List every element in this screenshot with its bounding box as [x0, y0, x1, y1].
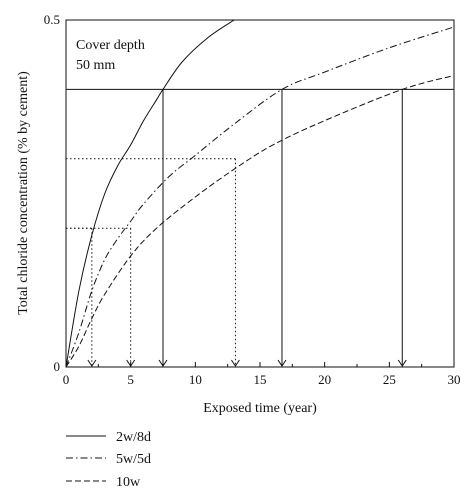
arrow-head	[277, 359, 287, 367]
legend: 2w/8d 5w/5d 10w	[66, 430, 151, 490]
legend-label-10w: 10w	[116, 475, 141, 490]
arrow-head	[397, 359, 407, 367]
x-tick-label: 20	[318, 372, 331, 387]
series-line-2w-8d	[66, 20, 235, 367]
series-line-5w-5d	[66, 26, 454, 367]
x-tick-label: 0	[63, 372, 70, 387]
x-axis-title: Exposed time (year)	[203, 401, 317, 416]
legend-label-2w8d: 2w/8d	[116, 430, 151, 445]
y-tick-label: 0.5	[44, 12, 60, 27]
series-group	[66, 20, 454, 367]
plot-frame	[65, 19, 455, 368]
x-tick-label: 15	[254, 372, 267, 387]
arrow-head	[87, 359, 97, 367]
arrow-head	[231, 359, 240, 367]
y-axis-title: Total chloride concentration (% by cemen…	[16, 71, 31, 315]
series-line-10w	[66, 75, 454, 367]
x-tick-label: 30	[448, 372, 461, 387]
axis-ticks: 0 5 10 15 20 25 30 0 0.5	[44, 12, 461, 387]
annotation-line-1: Cover depth	[76, 38, 145, 53]
y-tick-label: 0	[54, 359, 61, 374]
legend-label-5w5d: 5w/5d	[116, 452, 151, 467]
x-tick-label: 10	[189, 372, 202, 387]
x-tick-label: 5	[127, 372, 134, 387]
x-tick-label: 25	[383, 372, 396, 387]
annotation-line-2: 50 mm	[76, 58, 115, 73]
reference-lines	[66, 88, 454, 367]
